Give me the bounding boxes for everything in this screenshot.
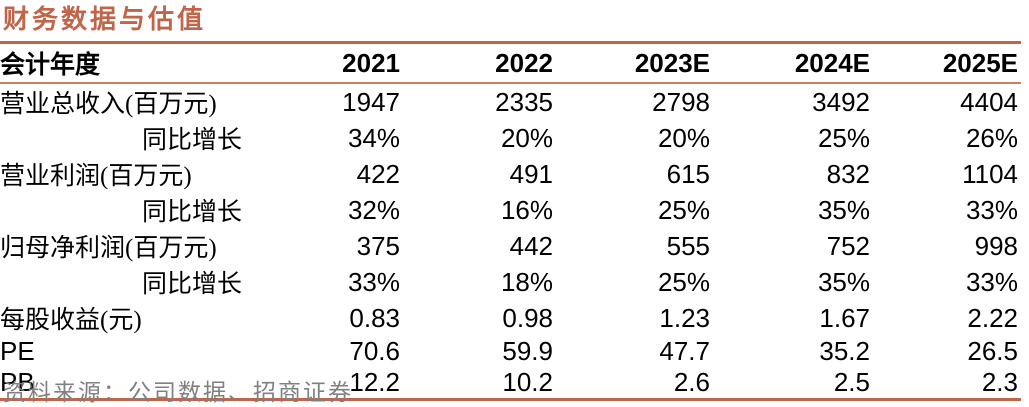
- cell-value: 2.3: [981, 367, 1018, 398]
- row-label: 营业总收入(百万元): [0, 91, 217, 118]
- table-row: 归母净利润(百万元) 375 442 555 752 998: [0, 228, 1021, 264]
- cell-value: 35.2: [819, 336, 870, 367]
- cell-value: 0.83: [349, 302, 400, 333]
- table-row: 营业总收入(百万元) 1947 2335 2798 3492 4404: [0, 83, 1021, 120]
- source-note: 资料来源：公司数据、招商证券: [3, 380, 353, 405]
- cell-value: 752: [826, 230, 870, 261]
- cell-value: 0.98: [502, 302, 553, 333]
- row-label: PE: [0, 336, 35, 367]
- cell-value: 998: [974, 230, 1018, 261]
- cell-value: 1.67: [819, 302, 870, 333]
- cell-value: 33%: [347, 266, 400, 297]
- cell-value: 35%: [817, 266, 870, 297]
- cell-value: 422: [356, 158, 400, 189]
- cell-value: 2.5: [833, 367, 870, 398]
- cell-value: 491: [509, 158, 553, 189]
- table-row: 同比增长 34% 20% 20% 25% 26%: [0, 120, 1021, 156]
- financial-table: 会计年度 2021 2022 2023E 2024E 2025E 营业总收入(百…: [0, 44, 1021, 402]
- row-label: 营业利润(百万元): [0, 163, 192, 190]
- title-divider: [0, 41, 1021, 44]
- cell-value: 3492: [812, 86, 870, 117]
- column-header-fiscal-year: 会计年度: [0, 44, 250, 84]
- page-title: 财务数据与估值: [3, 5, 207, 34]
- cell-value: 33%: [965, 194, 1018, 225]
- cell-value: 26.5: [967, 336, 1018, 367]
- table-row: PB 12.2 10.2 2.6 2.5 2.3: [0, 367, 1021, 400]
- cell-value: 1947: [342, 86, 400, 117]
- cell-value: 59.9: [502, 336, 553, 367]
- cell-value: 1.23: [659, 302, 710, 333]
- table-header-row: 会计年度 2021 2022 2023E 2024E 2025E: [0, 44, 1021, 84]
- cell-value: 10.2: [502, 367, 553, 398]
- row-label: 同比增长: [141, 199, 242, 226]
- cell-value: 20%: [657, 122, 710, 153]
- column-header-2024e: 2024E: [710, 44, 870, 84]
- table-row: PE 70.6 59.9 47.7 35.2 26.5: [0, 336, 1021, 367]
- row-label: 每股收益(元): [0, 307, 142, 334]
- row-label: 归母净利润(百万元): [0, 235, 217, 262]
- cell-value: 25%: [817, 122, 870, 153]
- cell-value: 25%: [657, 194, 710, 225]
- cell-value: 26%: [965, 122, 1018, 153]
- cell-value: 12.2: [349, 367, 400, 398]
- cell-value: 615: [666, 158, 710, 189]
- cell-value: 2798: [652, 86, 710, 117]
- cell-value: 16%: [500, 194, 553, 225]
- cell-value: 442: [509, 230, 553, 261]
- row-label: 同比增长: [141, 127, 242, 154]
- cell-value: 18%: [500, 266, 553, 297]
- cell-value: 2.22: [967, 302, 1018, 333]
- cell-value: 555: [666, 230, 710, 261]
- cell-value: 832: [826, 158, 870, 189]
- column-header-2021: 2021: [250, 44, 400, 84]
- column-header-2025e: 2025E: [870, 44, 1021, 84]
- cell-value: 1104: [962, 158, 1018, 189]
- column-header-2022: 2022: [400, 44, 553, 84]
- table-row: 同比增长 32% 16% 25% 35% 33%: [0, 192, 1021, 228]
- cell-value: 33%: [965, 266, 1018, 297]
- cell-value: 35%: [817, 194, 870, 225]
- cell-value: 375: [356, 230, 400, 261]
- row-label: 同比增长: [141, 271, 242, 298]
- table-row: 每股收益(元) 0.83 0.98 1.23 1.67 2.22: [0, 300, 1021, 336]
- cell-value: 70.6: [349, 336, 400, 367]
- cell-value: 2335: [495, 86, 553, 117]
- cell-value: 20%: [500, 122, 553, 153]
- cell-value: 25%: [657, 266, 710, 297]
- cell-value: 32%: [347, 194, 400, 225]
- cell-value: 47.7: [659, 336, 710, 367]
- table-row: 营业利润(百万元) 422 491 615 832 1104: [0, 156, 1021, 192]
- cell-value: 4404: [960, 86, 1018, 117]
- table-row: 同比增长 33% 18% 25% 35% 33%: [0, 264, 1021, 300]
- column-header-2023e: 2023E: [553, 44, 710, 84]
- cell-value: 2.6: [673, 367, 710, 398]
- row-label: PB: [0, 367, 35, 398]
- cell-value: 34%: [347, 122, 400, 153]
